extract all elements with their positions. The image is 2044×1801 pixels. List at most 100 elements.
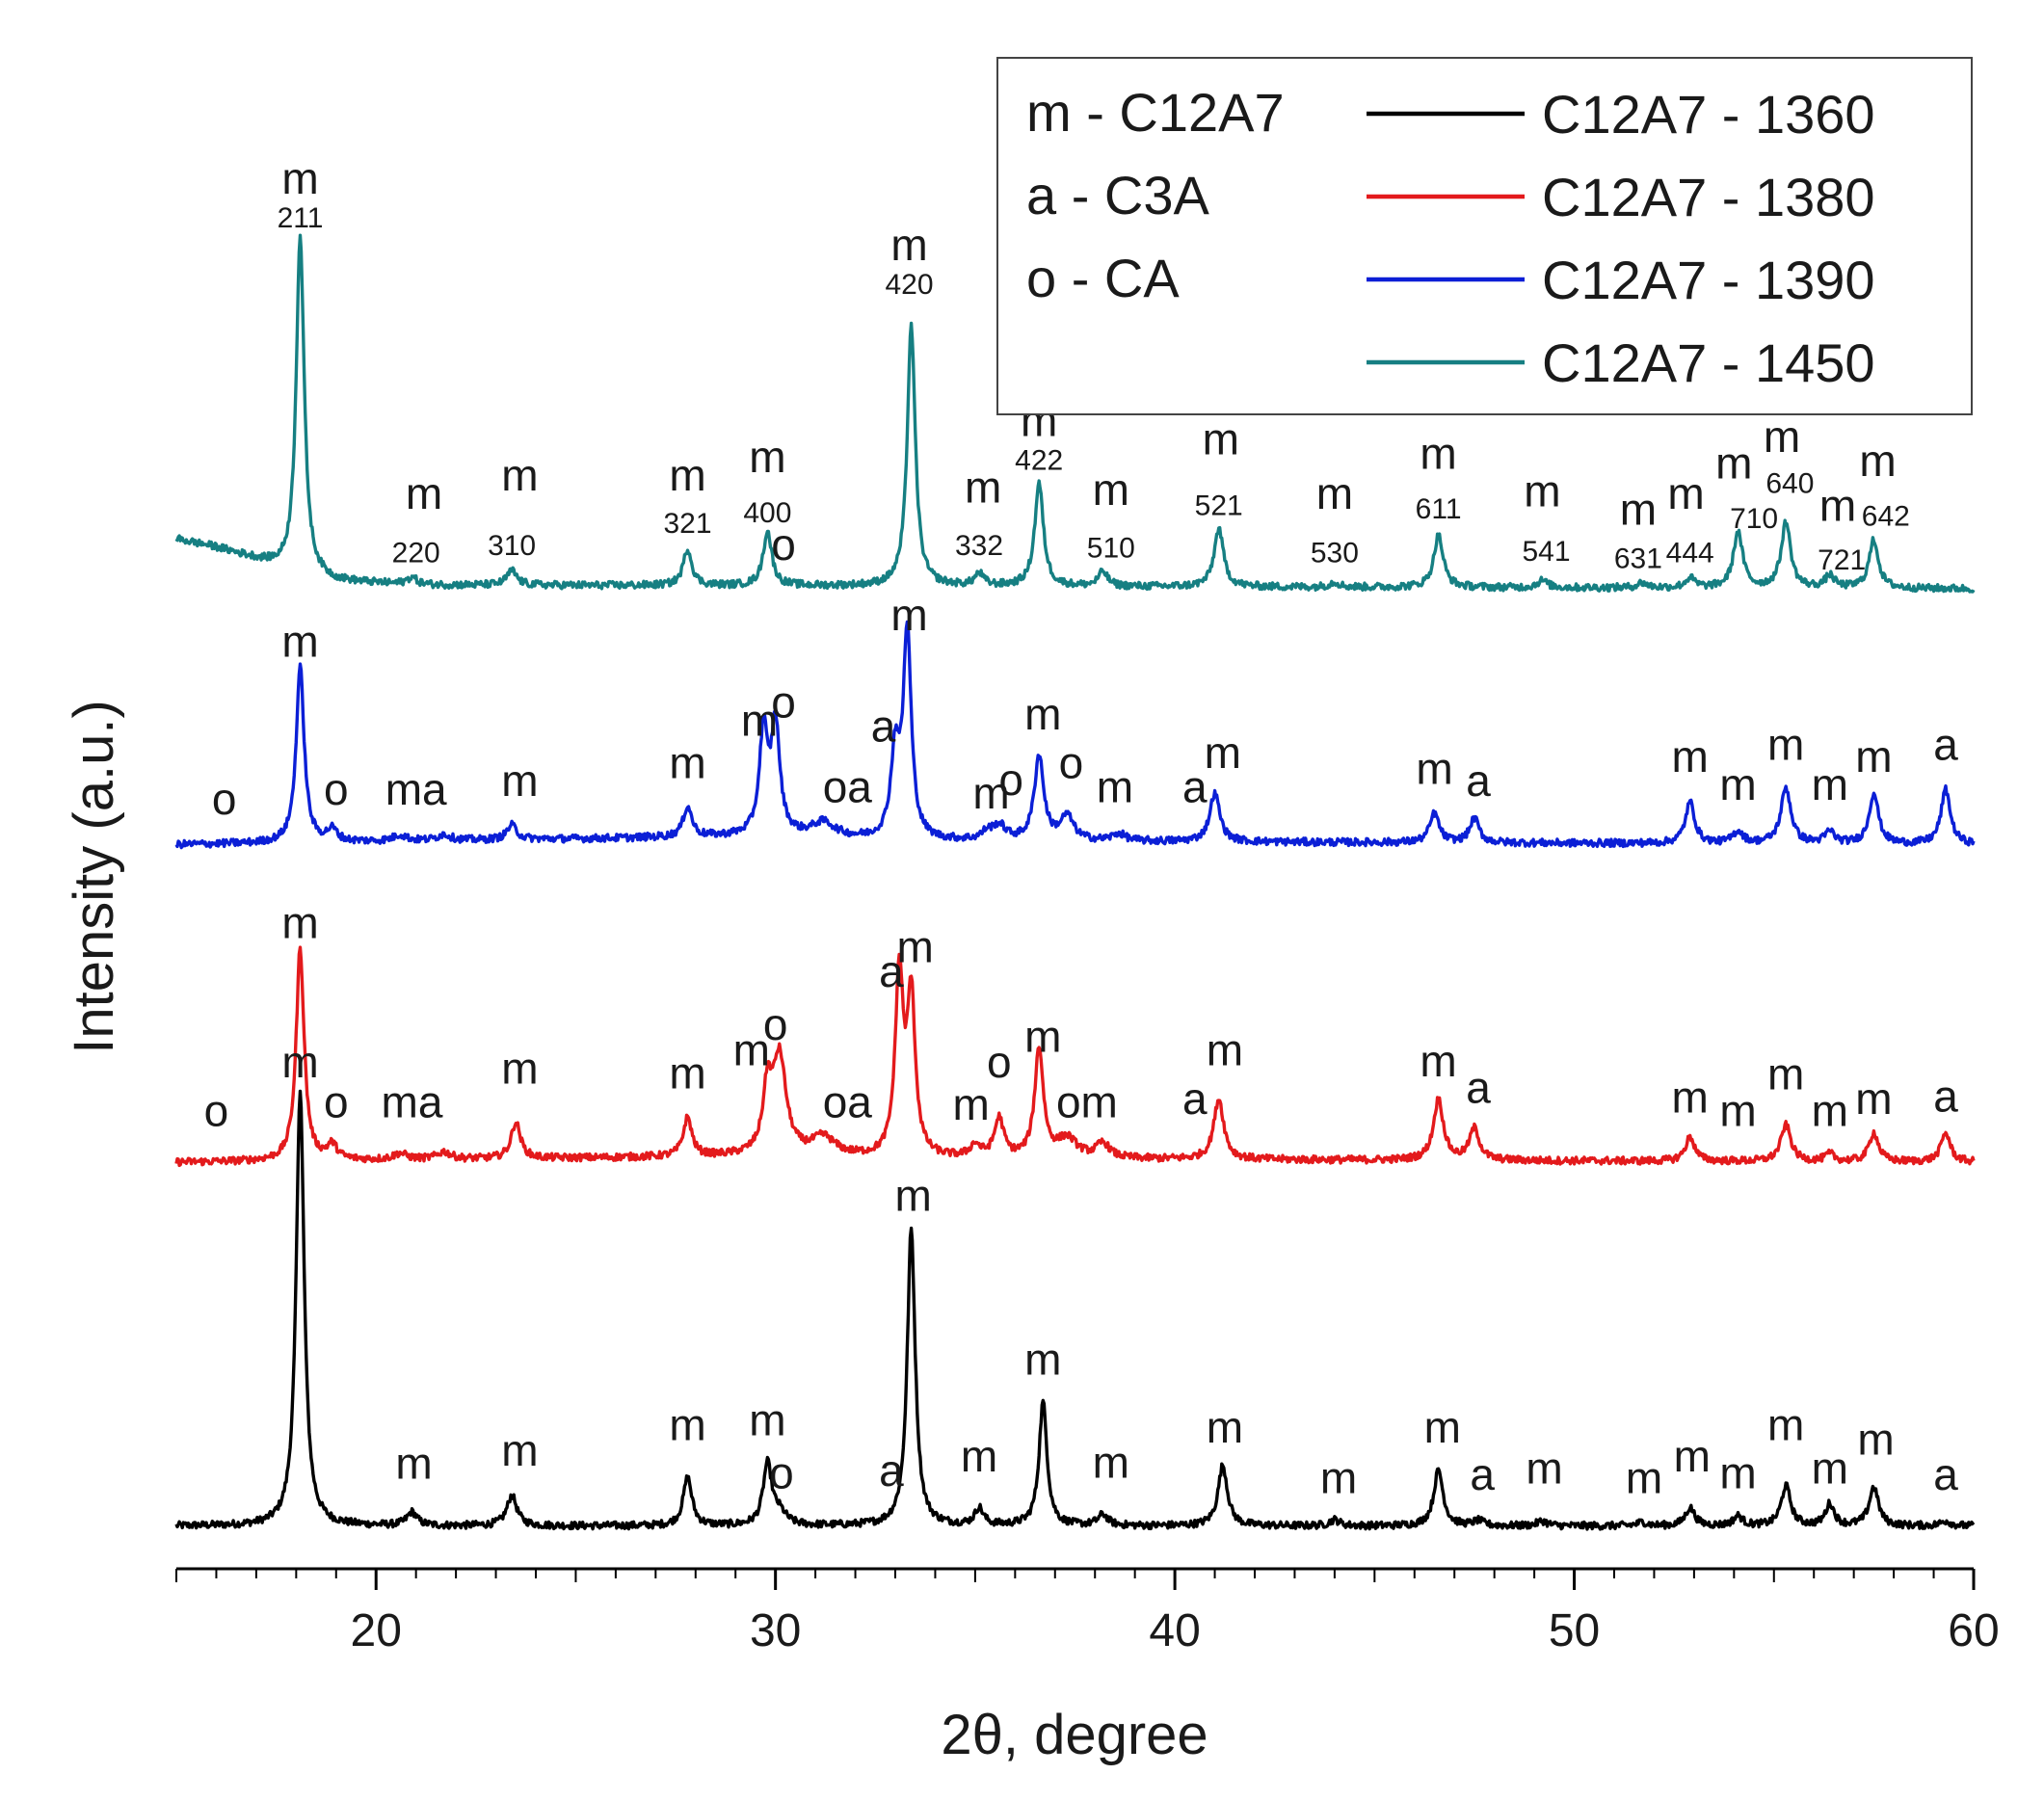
hkl-label: 530: [1311, 537, 1359, 569]
peak-label-c12a7-1390: m: [1812, 759, 1848, 809]
trace-c12a7-1390: [174, 620, 1976, 850]
phase-legend-entry: o - CA: [1026, 248, 1180, 308]
peak-label-c12a7-1390: a: [1466, 755, 1491, 806]
peak-label-c12a7-1450: m: [281, 153, 318, 203]
peak-label-c12a7-1360: m: [895, 1171, 932, 1221]
peak-label-c12a7-1360: m: [1674, 1431, 1711, 1481]
peak-label-c12a7-1360: a: [1470, 1449, 1495, 1499]
peak-label-c12a7-1390: m: [890, 590, 927, 640]
peak-label-c12a7-1360: m: [1207, 1402, 1243, 1452]
hkl-label: 640: [1765, 468, 1814, 500]
peak-label-c12a7-1380: o: [204, 1086, 229, 1136]
peak-label-c12a7-1450: m: [1524, 466, 1560, 516]
legend-label-c12a7-1450: C12A7 - 1450: [1542, 332, 1875, 393]
peak-label-c12a7-1360: m: [669, 1399, 705, 1449]
hkl-label: 521: [1195, 490, 1243, 521]
peak-label-c12a7-1380: a: [1182, 1073, 1208, 1124]
hkl-label: 631: [1614, 543, 1662, 575]
peak-label-c12a7-1360: m: [281, 1037, 318, 1087]
hkl-label: 721: [1818, 544, 1866, 576]
legend-label-c12a7-1360: C12A7 - 1360: [1542, 84, 1875, 145]
x-tick-label: 40: [1149, 1605, 1200, 1656]
hkl-label: 400: [743, 497, 791, 529]
legend-box: [996, 57, 1973, 415]
peak-label-c12a7-1360: m: [1024, 1334, 1061, 1384]
peak-label-c12a7-1380: m: [1420, 1036, 1456, 1086]
peak-label-c12a7-1390: m: [1672, 731, 1709, 781]
peak-label-c12a7-1390: a: [1182, 762, 1208, 812]
peak-label-c12a7-1380: m: [1812, 1086, 1848, 1136]
x-axis-label: 2θ, degree: [941, 1704, 1208, 1766]
peak-label-c12a7-1360: o: [769, 1448, 794, 1498]
peak-label-c12a7-1450: m: [965, 463, 1001, 513]
peak-label-c12a7-1450: m: [1819, 481, 1856, 531]
trace-c12a7-1450: [174, 233, 1976, 594]
hkl-label: 332: [955, 530, 1003, 562]
peak-label-c12a7-1360: a: [1933, 1449, 1958, 1499]
peak-label-c12a7-1380: m: [897, 922, 934, 972]
peak-label-c12a7-1450: m: [1667, 468, 1704, 518]
peak-label-c12a7-1360: m: [501, 1425, 538, 1475]
peak-label-c12a7-1390: m: [1205, 728, 1241, 778]
peak-label-c12a7-1390: m: [281, 617, 318, 667]
hkl-label: 510: [1087, 532, 1135, 564]
peak-label-c12a7-1450: m: [1859, 436, 1896, 486]
hkl-label: 211: [278, 202, 324, 234]
peak-label-c12a7-1360: m: [749, 1394, 785, 1444]
peak-label-c12a7-1360: m: [1767, 1399, 1804, 1449]
peak-label-c12a7-1380: m: [1207, 1025, 1243, 1075]
x-tick-label: 30: [750, 1605, 801, 1656]
peak-label-c12a7-1390: oa: [823, 762, 873, 812]
x-tick-label: 20: [351, 1605, 402, 1656]
peak-label-c12a7-1390: m: [1855, 731, 1892, 781]
peak-label-c12a7-1380: m: [1672, 1073, 1709, 1123]
peak-label-c12a7-1390: m: [1719, 759, 1756, 809]
peak-label-c12a7-1380: m: [1855, 1073, 1892, 1124]
hkl-label: 444: [1666, 537, 1714, 569]
peak-label-c12a7-1360: m: [1812, 1443, 1848, 1494]
peak-label-c12a7-1450: m: [669, 450, 705, 500]
peak-label-c12a7-1380: a: [1466, 1063, 1491, 1113]
peak-label-c12a7-1450: m: [406, 468, 442, 518]
peak-label-c12a7-1390: o: [1059, 737, 1084, 787]
peak-label-c12a7-1390: m: [1416, 744, 1452, 794]
phase-legend-entry: m - C12A7: [1026, 82, 1285, 143]
hkl-label: 541: [1522, 536, 1570, 568]
peak-label-c12a7-1380: m: [669, 1048, 705, 1099]
x-tick-label: 50: [1549, 1605, 1600, 1656]
peak-label-c12a7-1390: m: [1024, 689, 1061, 739]
y-axis-label: Intensity (a.u.): [63, 700, 125, 1053]
peak-label-c12a7-1450: m: [1764, 411, 1800, 462]
peak-label-c12a7-1390: o: [998, 755, 1023, 805]
legend-label-c12a7-1390: C12A7 - 1390: [1542, 250, 1875, 310]
peak-label-c12a7-1360: m: [1719, 1448, 1756, 1498]
peak-label-c12a7-1380: om: [1056, 1077, 1118, 1127]
peak-label-c12a7-1380: o: [324, 1077, 349, 1127]
peak-label-c12a7-1360: m: [1424, 1402, 1461, 1452]
hkl-label: 310: [488, 530, 536, 562]
hkl-label: 422: [1015, 445, 1063, 477]
legend-label-c12a7-1380: C12A7 - 1380: [1542, 167, 1875, 227]
peak-label-c12a7-1450: m: [890, 220, 927, 270]
peak-label-c12a7-1380: m: [281, 897, 318, 947]
peak-label-c12a7-1450: m: [1203, 413, 1239, 463]
peak-label-c12a7-1380: m: [1024, 1012, 1061, 1062]
phase-legend: m - C12A7 a - C3A o - CA: [1026, 82, 1285, 308]
peak-label-c12a7-1360: m: [1320, 1453, 1357, 1503]
peak-label-c12a7-1450: m: [1420, 428, 1456, 478]
peak-label-c12a7-1390: m: [1767, 719, 1804, 769]
peak-label-c12a7-1390: ma: [385, 764, 447, 814]
peak-label-c12a7-1390: m: [1097, 762, 1133, 812]
peak-label-c12a7-1360: m: [1626, 1453, 1662, 1503]
peak-label-c12a7-1450: m: [1620, 484, 1657, 534]
peak-label-c12a7-1390: a: [1933, 719, 1958, 769]
hkl-label: 321: [663, 508, 711, 540]
peak-label-c12a7-1390: m: [501, 755, 538, 806]
peak-label-c12a7-1450: m: [1715, 438, 1752, 489]
peak-label-c12a7-1380: m: [1767, 1049, 1804, 1099]
series-legend: C12A7 - 1360 C12A7 - 1380 C12A7 - 1390 C12A…: [1367, 84, 1875, 393]
peak-label-c12a7-1390: o: [771, 676, 796, 727]
peak-label-c12a7-1380: a: [1933, 1071, 1958, 1121]
